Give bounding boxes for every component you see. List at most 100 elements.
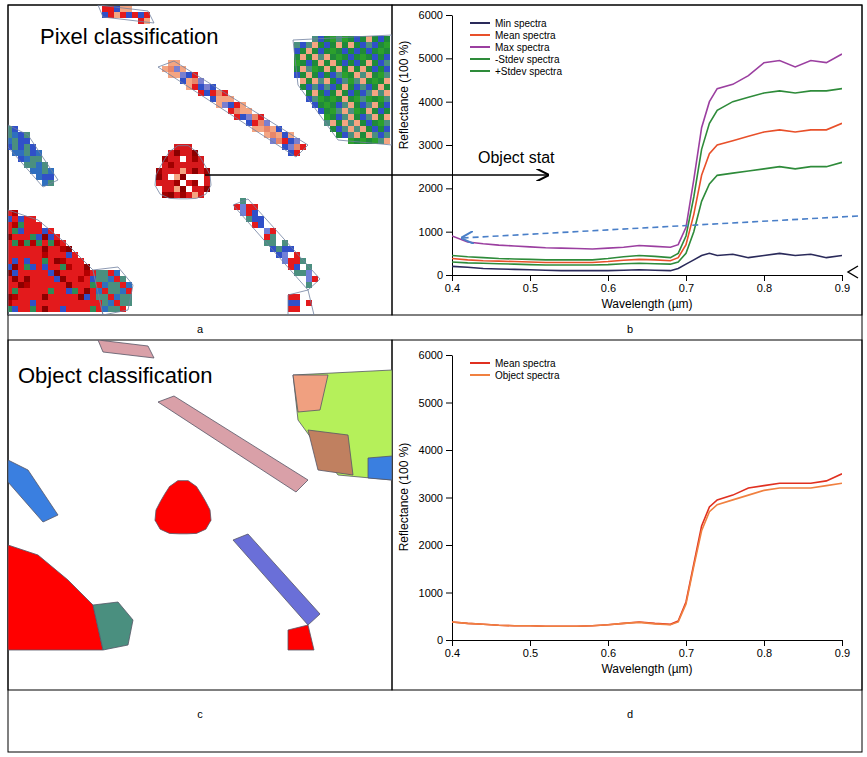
map-pixel xyxy=(30,270,36,276)
map-pixel xyxy=(312,48,318,54)
map-pixel xyxy=(294,294,300,300)
map-pixel xyxy=(78,276,84,282)
y-tick-label: 5000 xyxy=(419,397,443,409)
map-pixel xyxy=(30,294,36,300)
map-pixel xyxy=(30,282,36,288)
x-axis-title: Wavelength (µm) xyxy=(601,297,692,311)
map-pixel xyxy=(180,150,186,156)
map-pixel xyxy=(12,258,18,264)
map-pixel xyxy=(354,72,360,78)
map-pixel xyxy=(36,252,42,258)
map-pixel xyxy=(378,126,384,132)
y-tick: 2000 xyxy=(419,182,452,194)
map-region-outline xyxy=(155,146,211,199)
map-pixel xyxy=(12,240,18,246)
map-pixel xyxy=(24,306,30,312)
map-pixel xyxy=(372,126,378,132)
map-object xyxy=(293,375,328,412)
map-pixel xyxy=(30,162,36,168)
map-pixel xyxy=(60,306,66,312)
map-pixel xyxy=(366,42,372,48)
map-pixel xyxy=(342,66,348,72)
map-pixel xyxy=(372,132,378,138)
map-pixel xyxy=(366,60,372,66)
map-pixel xyxy=(234,108,240,114)
x-tick: 0.6 xyxy=(601,275,616,294)
map-pixel xyxy=(324,102,330,108)
map-pixel xyxy=(372,84,378,90)
map-pixel xyxy=(12,252,18,258)
map-pixel xyxy=(18,252,24,258)
map-pixel xyxy=(12,282,18,288)
map-pixel xyxy=(30,156,36,162)
map-pixel xyxy=(354,132,360,138)
map-pixel xyxy=(348,84,354,90)
map-pixel xyxy=(18,264,24,270)
map-pixel xyxy=(8,240,12,246)
map-pixel xyxy=(48,246,54,252)
map-pixel xyxy=(114,282,120,288)
map-pixel xyxy=(186,168,192,174)
map-pixel xyxy=(342,48,348,54)
map-pixel xyxy=(330,42,336,48)
map-pixel xyxy=(114,300,120,306)
map-pixel xyxy=(264,228,270,234)
map-pixel xyxy=(186,174,192,180)
map-pixel xyxy=(294,60,300,66)
map-pixel xyxy=(282,138,288,144)
map-pixel xyxy=(192,84,198,90)
x-tick-label: 0.8 xyxy=(757,282,772,294)
map-pixel xyxy=(180,174,186,180)
map-pixel xyxy=(138,12,144,18)
map-pixel xyxy=(348,96,354,102)
map-pixel xyxy=(318,78,324,84)
map-pixel xyxy=(360,60,366,66)
map-pixel xyxy=(18,282,24,288)
legend-swatch xyxy=(470,374,490,376)
map-pixel xyxy=(342,96,348,102)
map-pixel xyxy=(342,114,348,120)
map-pixel xyxy=(300,258,306,264)
map-pixel xyxy=(36,240,42,246)
map-pixel xyxy=(42,276,48,282)
map-pixel xyxy=(174,180,180,186)
map-pixel xyxy=(342,54,348,60)
x-tick-mark xyxy=(452,640,453,646)
map-pixel xyxy=(378,138,384,144)
map-pixel xyxy=(108,288,114,294)
map-pixel xyxy=(60,252,66,258)
map-pixel xyxy=(162,180,168,186)
map-pixel xyxy=(30,234,36,240)
map-pixel xyxy=(24,276,30,282)
map-pixel xyxy=(174,150,180,156)
panel-frame xyxy=(8,340,392,690)
y-axis: 0100020003000400050006000 xyxy=(419,9,453,281)
map-pixel xyxy=(48,276,54,282)
legend-label: +Stdev spectra xyxy=(495,66,562,77)
map-pixel xyxy=(18,288,24,294)
x-axis-line xyxy=(453,640,843,641)
map-pixel xyxy=(30,240,36,246)
map-pixel xyxy=(366,36,372,42)
map-pixel xyxy=(384,126,390,132)
map-pixel xyxy=(330,72,336,78)
map-pixel xyxy=(354,126,360,132)
map-region-outline xyxy=(8,125,58,187)
map-pixel xyxy=(18,234,24,240)
panel-title: Pixel classification xyxy=(40,24,219,49)
y-axis-title: Reflectance (100 %) xyxy=(397,41,411,150)
map-pixel xyxy=(84,294,90,300)
map-pixel xyxy=(24,264,30,270)
map-pixel xyxy=(330,36,336,42)
map-pixel xyxy=(24,270,30,276)
map-pixel xyxy=(384,114,390,120)
map-pixel xyxy=(18,240,24,246)
map-pixel xyxy=(192,78,198,84)
map-pixel xyxy=(294,150,300,156)
map-pixel xyxy=(330,126,336,132)
map-pixel xyxy=(348,48,354,54)
map-pixel xyxy=(366,90,372,96)
map-pixel xyxy=(180,162,186,168)
map-pixel xyxy=(42,246,48,252)
panel-frame xyxy=(8,5,392,315)
